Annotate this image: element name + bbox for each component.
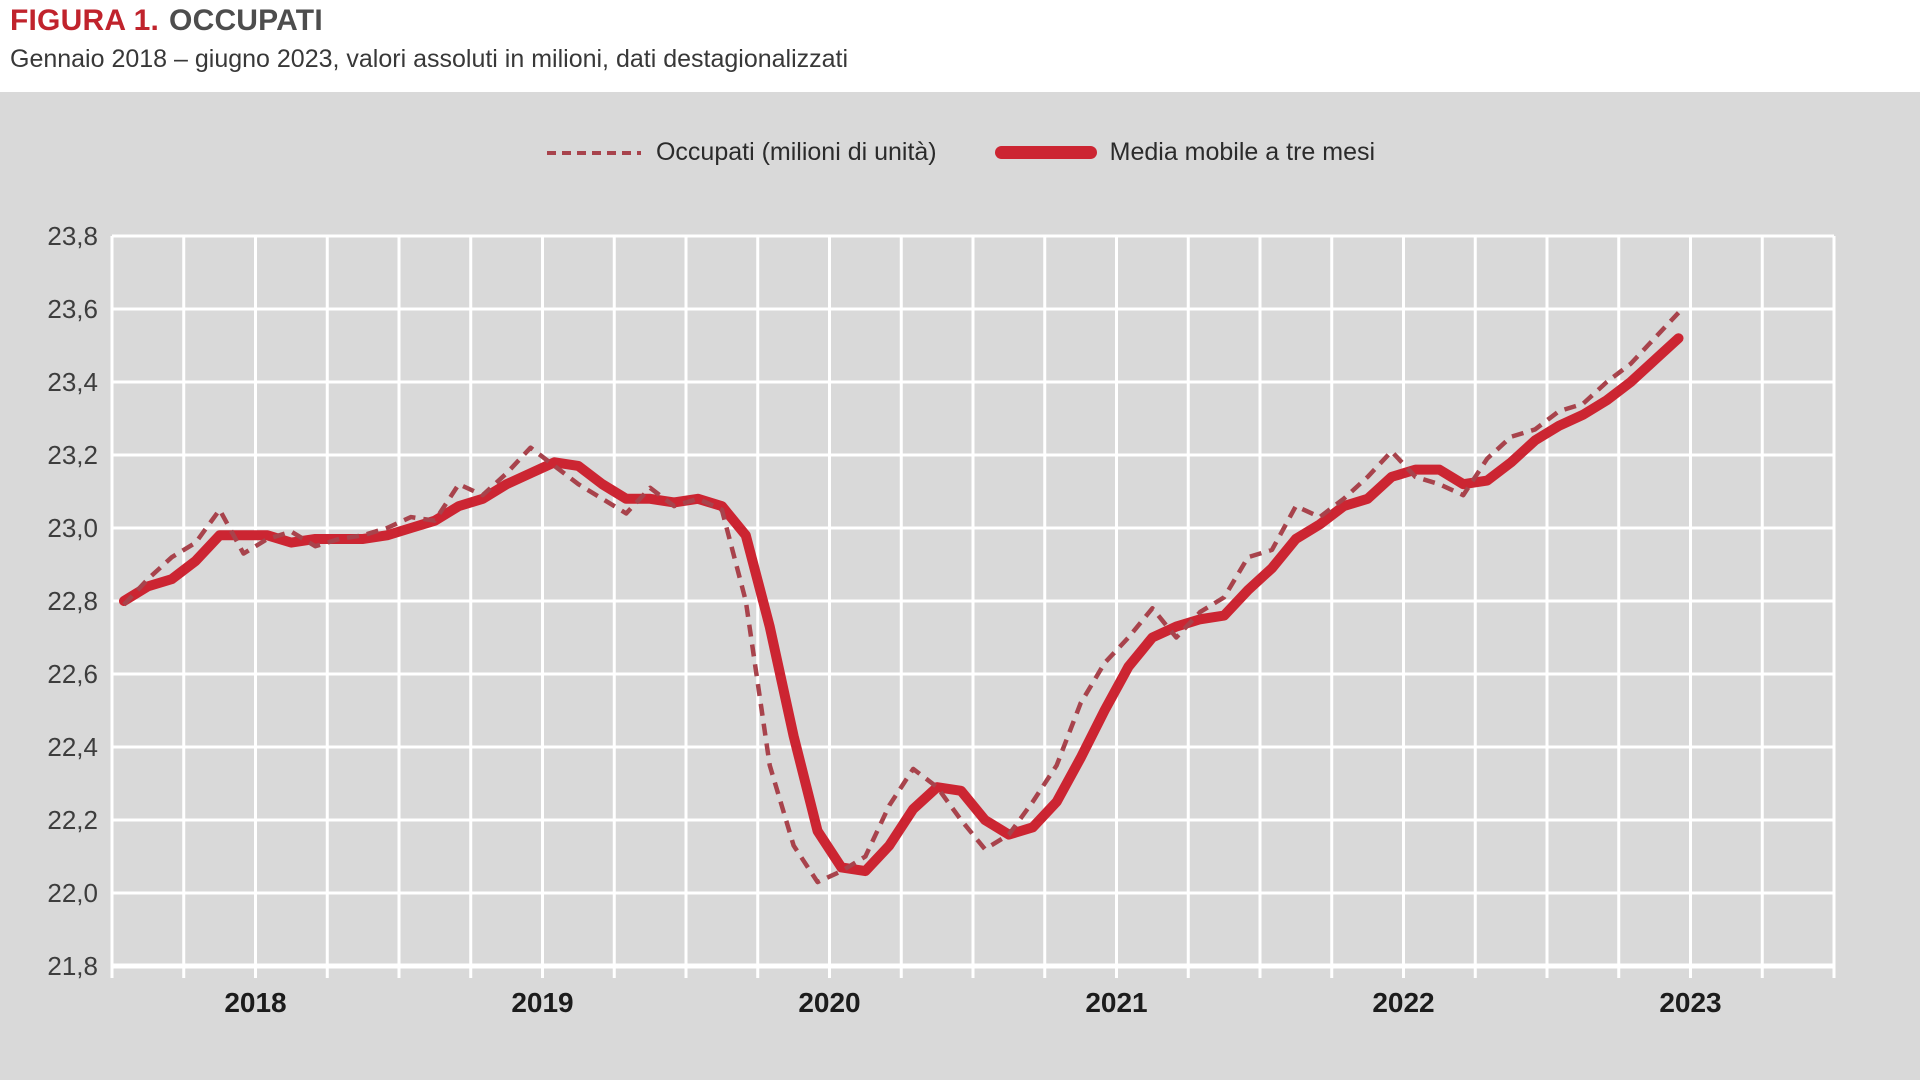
- figure-subtitle: Gennaio 2018 – giugno 2023, valori assol…: [10, 45, 849, 73]
- legend-label-media-mobile: Media mobile a tre mesi: [1109, 138, 1376, 166]
- figure-title: OCCUPATI: [169, 4, 323, 37]
- y-axis-tick-label: 22,6: [47, 659, 98, 689]
- figure-label: FIGURA 1.: [10, 4, 160, 37]
- y-axis-tick-label: 23,0: [47, 513, 98, 543]
- y-axis-tick-label: 23,4: [47, 367, 98, 397]
- media-mobile-line: [118, 333, 1684, 877]
- x-axis-year-label: 2023: [1659, 987, 1721, 1018]
- y-axis-tick-label: 22,0: [47, 878, 98, 908]
- chart-panel: [0, 92, 1920, 1080]
- y-axis-tick-label: 22,4: [47, 732, 98, 762]
- figure-header: FIGURA 1. OCCUPATI Gennaio 2018 – giugno …: [10, 4, 848, 74]
- x-axis-year-label: 2020: [798, 987, 860, 1018]
- occupati-line: [122, 311, 1681, 885]
- y-axis-tick-label: 23,6: [47, 294, 98, 324]
- solid-line-swatch-icon: [994, 146, 1097, 159]
- dashed-line-swatch-icon: [546, 150, 641, 155]
- x-axis-year-label: 2018: [224, 987, 286, 1018]
- y-axis-tick-label: 21,8: [47, 951, 98, 981]
- y-axis-tick-label: 23,2: [47, 440, 98, 470]
- y-axis-tick-label: 23,8: [47, 221, 98, 251]
- figure-title-line: FIGURA 1. OCCUPATI: [10, 4, 848, 38]
- chart-legend: Occupati (milioni di unità) Media mobile…: [0, 138, 1920, 167]
- legend-item-occupati: Occupati (milioni di unità): [545, 138, 937, 167]
- legend-label-occupati: Occupati (milioni di unità): [655, 138, 937, 166]
- x-axis-year-label: 2019: [511, 987, 573, 1018]
- y-axis-tick-label: 22,8: [47, 586, 98, 616]
- x-axis-year-label: 2021: [1085, 987, 1147, 1018]
- y-axis-tick-label: 22,2: [47, 805, 98, 835]
- x-axis-year-label: 2022: [1372, 987, 1434, 1018]
- legend-item-media-mobile: Media mobile a tre mesi: [994, 138, 1376, 167]
